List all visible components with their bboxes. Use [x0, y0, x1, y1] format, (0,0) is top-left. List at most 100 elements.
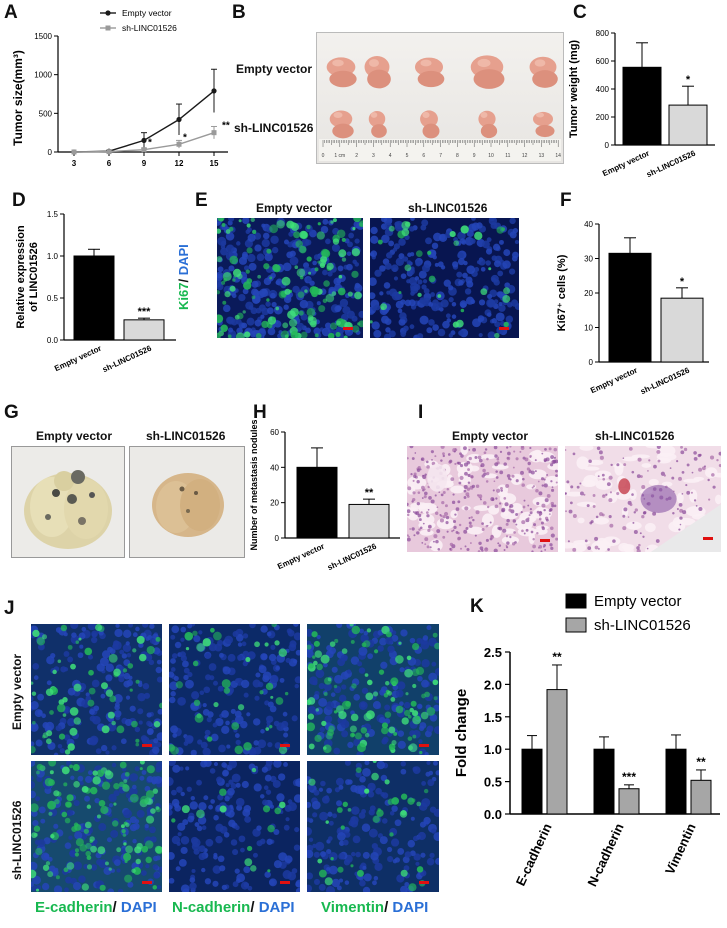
- nucleus: [217, 280, 222, 288]
- nucleus: [134, 766, 140, 772]
- he-cell: [544, 498, 549, 503]
- green-signal: [69, 764, 73, 769]
- nucleus: [418, 802, 428, 811]
- he-cell: [454, 513, 457, 516]
- he-cell: [629, 503, 633, 507]
- he-cell: [550, 480, 553, 483]
- nucleus: [173, 675, 179, 681]
- chart-k: 0.00.51.01.52.02.5 **E-cadherin***N-cadhe…: [453, 593, 720, 889]
- he-cell: [451, 530, 454, 533]
- he-cell: [521, 529, 524, 533]
- nucleus: [492, 243, 501, 251]
- nucleus: [362, 851, 370, 859]
- nucleus: [189, 801, 198, 810]
- ruler-label: 0: [322, 153, 325, 159]
- he-cell: [712, 485, 716, 489]
- alveolus: [656, 452, 677, 461]
- he-cell: [413, 534, 416, 537]
- nucleus: [266, 838, 273, 845]
- green-signal: [66, 794, 74, 802]
- green-signal: [274, 807, 282, 815]
- nucleus: [270, 674, 279, 684]
- green-signal: [407, 745, 413, 751]
- green-signal: [453, 240, 460, 246]
- green-signal: [62, 713, 67, 717]
- nucleus: [307, 872, 314, 880]
- nucleus: [201, 867, 206, 873]
- nucleus: [433, 761, 438, 766]
- he-cell: [532, 485, 536, 488]
- green-signal: [452, 321, 459, 328]
- nucleus: [129, 816, 137, 824]
- he-cell: [459, 464, 464, 468]
- green-signal: [276, 219, 285, 229]
- green-signal: [269, 276, 273, 280]
- he-cell: [459, 452, 462, 456]
- nucleus: [331, 243, 340, 252]
- y-tick-label: 1500: [34, 32, 52, 41]
- nucleus: [243, 866, 251, 874]
- green-signal: [132, 648, 137, 653]
- e-stain-blue: DAPI: [176, 244, 191, 276]
- significance-label: *: [183, 132, 187, 143]
- green-signal: [357, 322, 361, 326]
- he-cell: [567, 540, 570, 543]
- nucleus: [224, 635, 234, 645]
- green-signal: [364, 673, 369, 677]
- nucleus: [169, 761, 176, 766]
- nucleus: [400, 629, 408, 637]
- nucleus: [418, 270, 427, 279]
- data-point: [71, 149, 77, 155]
- he-cell: [500, 489, 503, 492]
- he-cell: [458, 481, 462, 485]
- nucleus: [326, 787, 333, 794]
- he-cell: [587, 546, 592, 551]
- he-cell: [434, 455, 437, 458]
- green-signal: [64, 749, 71, 755]
- nucleus: [227, 327, 234, 333]
- nucleus: [234, 825, 240, 831]
- nucleus: [460, 302, 467, 309]
- green-signal: [217, 314, 224, 324]
- green-signal: [281, 276, 291, 286]
- green-signal: [244, 331, 251, 338]
- he-cell: [633, 511, 636, 514]
- green-signal: [49, 710, 54, 715]
- nucleus: [362, 768, 371, 777]
- he-cell: [636, 474, 641, 479]
- nucleus: [202, 702, 207, 708]
- nucleus: [253, 718, 261, 726]
- green-signal: [371, 772, 379, 781]
- nucleus: [70, 775, 75, 780]
- nucleus: [41, 852, 50, 861]
- nucleus: [215, 835, 223, 844]
- he-cell: [421, 458, 423, 461]
- nucleus: [344, 880, 350, 885]
- he-cell: [538, 517, 542, 521]
- green-signal: [412, 710, 419, 717]
- he-cell: [418, 518, 422, 522]
- nucleus: [295, 649, 300, 656]
- nucleus: [308, 837, 314, 842]
- he-cell: [550, 546, 554, 551]
- nucleus: [183, 741, 189, 746]
- nucleus: [362, 865, 367, 870]
- nucleus: [294, 676, 300, 684]
- green-signal: [108, 653, 118, 663]
- green-signal: [330, 220, 334, 224]
- nucleus: [343, 859, 351, 866]
- nucleus: [110, 829, 119, 838]
- nucleus: [375, 787, 382, 795]
- he-cell: [541, 503, 546, 508]
- nucleus: [245, 301, 254, 310]
- tumor-highlight: [480, 112, 488, 118]
- nucleus: [72, 881, 82, 891]
- g-col-label-empty-vector: Empty vector: [36, 429, 113, 443]
- nucleus: [307, 640, 312, 646]
- green-signal: [47, 800, 57, 810]
- nucleus: [68, 835, 73, 840]
- he-cell: [551, 488, 555, 492]
- he-cell: [468, 456, 472, 461]
- green-signal: [352, 227, 356, 231]
- nucleus: [433, 726, 439, 735]
